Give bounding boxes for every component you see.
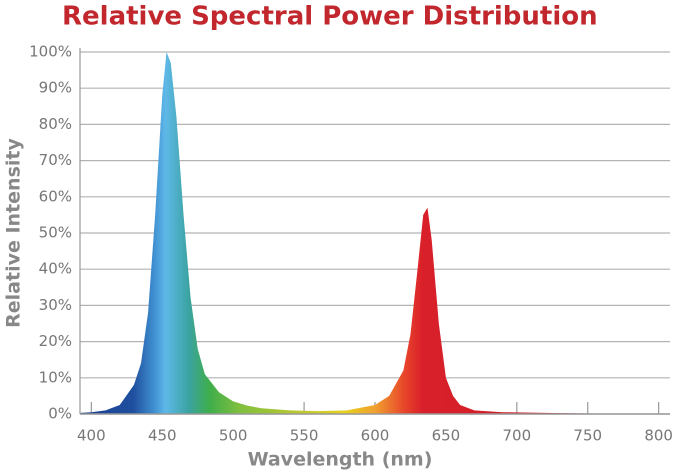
y-tick-label: 50%	[39, 224, 72, 242]
y-tick-label: 80%	[39, 115, 72, 133]
x-tick-label: 800	[644, 427, 673, 445]
y-tick-label: 60%	[39, 187, 72, 205]
x-axis-title: Wavelength (nm)	[248, 449, 433, 471]
y-tick-label: 20%	[39, 332, 72, 350]
x-tick-label: 650	[432, 427, 461, 445]
x-tick-label: 750	[573, 427, 602, 445]
y-tick-label: 40%	[39, 260, 72, 278]
x-tick-label: 550	[290, 427, 319, 445]
x-tick-label: 450	[148, 427, 177, 445]
spectrum-area	[80, 52, 670, 414]
y-tick-label: 90%	[39, 79, 72, 97]
y-tick-label: 100%	[29, 43, 72, 61]
chart-title: Relative Spectral Power Distribution	[62, 2, 598, 32]
x-tick-label: 400	[77, 427, 106, 445]
y-tick-label: 0%	[48, 405, 72, 423]
y-tick-label: 30%	[39, 296, 72, 314]
y-tick-label: 10%	[39, 368, 72, 386]
x-tick-label: 500	[219, 427, 248, 445]
x-tick-label: 600	[361, 427, 390, 445]
y-axis-title: Relative Intensity	[3, 138, 25, 328]
x-tick-label: 700	[503, 427, 532, 445]
y-tick-label: 70%	[39, 151, 72, 169]
